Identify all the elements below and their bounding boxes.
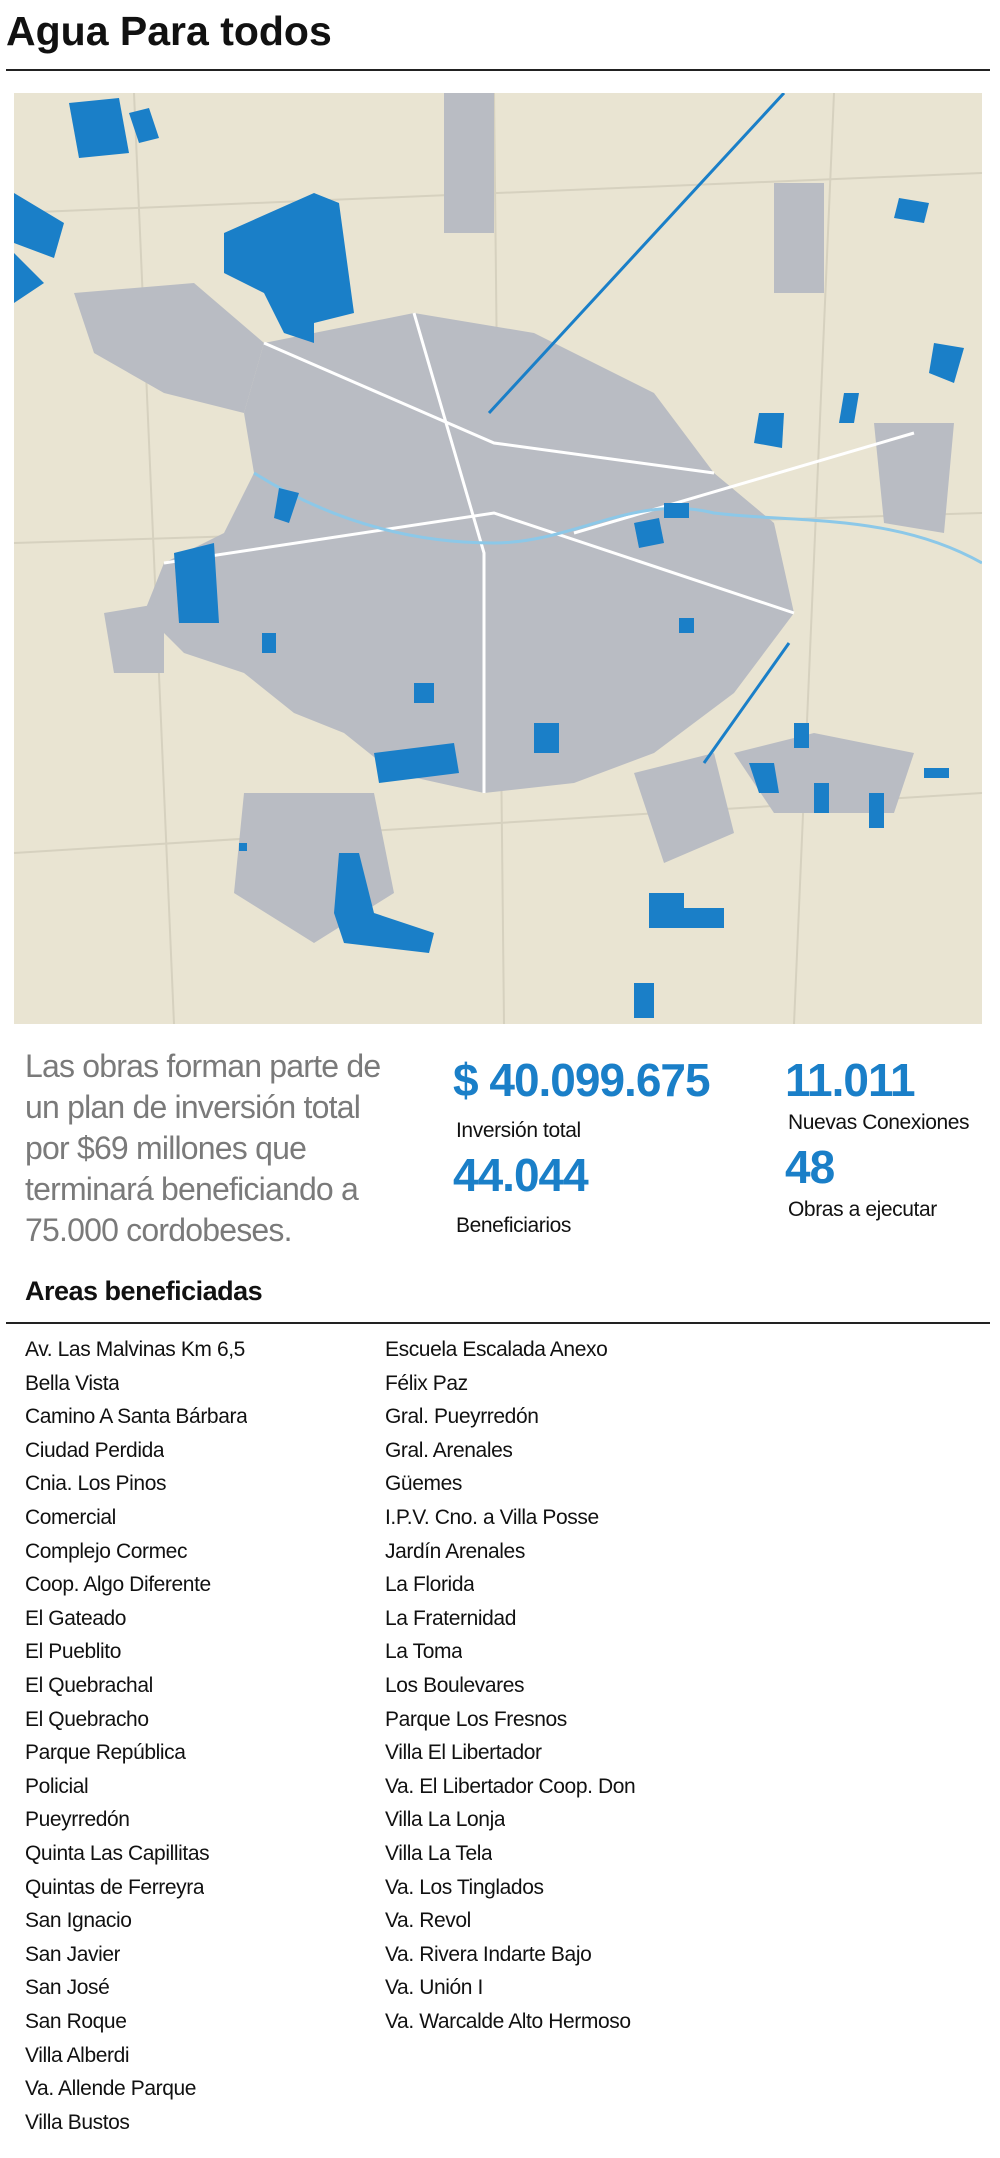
area-item: Pueyrredón <box>25 1808 130 1832</box>
area-item: Quinta Las Capillitas <box>25 1842 210 1865</box>
area-item: Villa La Lonja <box>385 1808 506 1832</box>
area-item: San Javier <box>25 1942 121 1966</box>
area-item: Av. Las Malvinas Km 6,5 <box>25 1338 245 1361</box>
area-item: Policial <box>25 1774 89 1798</box>
area-item: San José <box>25 1976 110 2000</box>
summary-line: Las obras forman parte de <box>25 1048 381 1084</box>
area-item: Va. Revol <box>385 1909 471 1933</box>
area-item: Va. Rivera Indarte Bajo <box>385 1942 592 1966</box>
area-item: Va. Unión I <box>385 1976 483 2000</box>
stat-label: Obras a ejecutar <box>788 1198 937 1221</box>
area-item: El Gateado <box>25 1606 127 1630</box>
area-item: Parque República <box>25 1741 186 1765</box>
stat-label: Beneficiarios <box>456 1214 572 1237</box>
title: Agua Para todos <box>6 8 332 54</box>
summary-line: un plan de inversión total <box>25 1089 361 1125</box>
summary-line: 75.000 cordobeses. <box>25 1212 293 1248</box>
area-item: La Florida <box>385 1573 475 1597</box>
area-item: Güemes <box>385 1472 462 1496</box>
area-item: Gral. Arenales <box>385 1438 513 1462</box>
stat-label: Inversión total <box>456 1119 581 1142</box>
area-item: Villa Alberdi <box>25 2043 130 2067</box>
area-item: Complejo Cormec <box>25 1539 188 1563</box>
area-item: Cnia. Los Pinos <box>25 1472 167 1496</box>
area-item: La Toma <box>385 1640 463 1664</box>
title-rule <box>6 69 990 71</box>
summary-line: por $69 millones que <box>25 1130 307 1166</box>
stat-value: 11.011 <box>785 1054 916 1106</box>
area-item: Va. El Libertador Coop. Don <box>385 1774 636 1798</box>
area-item: Camino A Santa Bárbara <box>25 1405 248 1429</box>
areas-title: Areas beneficiadas <box>25 1276 263 1306</box>
area-item: Villa Bustos <box>25 2110 130 2134</box>
area-item: Villa El Libertador <box>385 1741 542 1765</box>
area-item: Los Boulevares <box>385 1674 525 1697</box>
summary-line: terminará beneficiando a <box>25 1171 359 1207</box>
area-item: Gral. Pueyrredón <box>385 1405 539 1429</box>
area-item: Villa La Tela <box>385 1842 493 1865</box>
area-item: La Fraternidad <box>385 1606 516 1630</box>
stat-label: Nuevas Conexiones <box>788 1111 970 1134</box>
area-item: Jardín Arenales <box>385 1539 525 1563</box>
area-item: Va. Allende Parque <box>25 2077 197 2101</box>
area-item: Félix Paz <box>385 1371 468 1395</box>
area-item: El Quebrachal <box>25 1674 153 1697</box>
stat-value: 48 <box>785 1141 835 1193</box>
area-item: San Ignacio <box>25 1909 132 1933</box>
area-item: Quintas de Ferreyra <box>25 1875 205 1899</box>
map <box>14 93 982 1024</box>
area-item: Coop. Algo Diferente <box>25 1573 211 1597</box>
area-item: Parque Los Fresnos <box>385 1707 567 1731</box>
area-item: I.P.V. Cno. a Villa Posse <box>385 1506 599 1529</box>
stat-value: 44.044 <box>453 1149 589 1201</box>
stat-value: $ 40.099.675 <box>453 1054 711 1106</box>
area-item: San Roque <box>25 2010 127 2033</box>
area-item: El Quebracho <box>25 1707 149 1731</box>
area-item: Ciudad Perdida <box>25 1438 165 1462</box>
area-item: El Pueblito <box>25 1640 121 1664</box>
area-item: Va. Warcalde Alto Hermoso <box>385 2010 631 2033</box>
area-item: Comercial <box>25 1506 116 1529</box>
area-item: Bella Vista <box>25 1371 120 1395</box>
area-item: Escuela Escalada Anexo <box>385 1338 608 1361</box>
areas-rule <box>6 1322 990 1324</box>
area-item: Va. Los Tinglados <box>385 1875 544 1899</box>
